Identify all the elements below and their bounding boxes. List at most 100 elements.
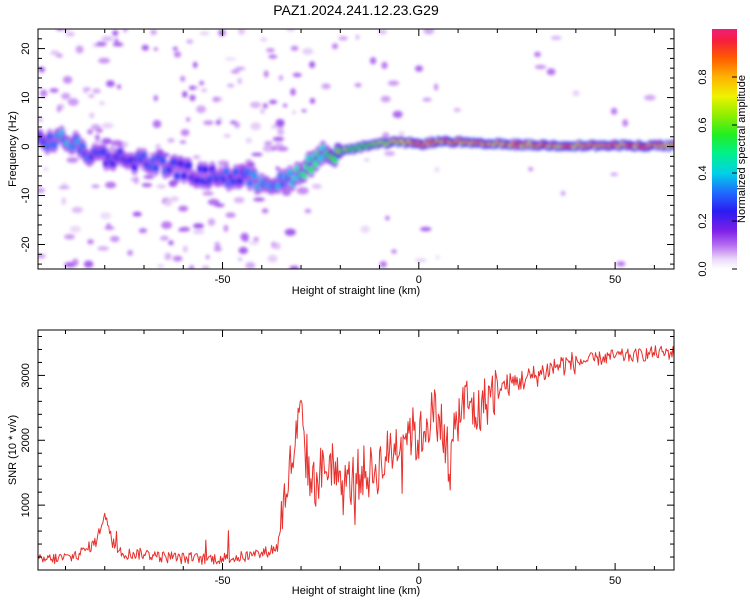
spectrogram-speckle	[182, 91, 188, 98]
spectrogram-speckle	[546, 68, 556, 76]
spectrogram-speckle	[263, 70, 269, 78]
x-tick-label: 50	[609, 575, 621, 587]
spectrogram-speckle	[132, 211, 142, 217]
spectrogram-x-axis: -50 0 50	[64, 29, 655, 286]
spectrogram-speckle	[264, 140, 273, 146]
spectrogram-speckle	[380, 95, 391, 103]
spectrogram-speckle	[89, 112, 95, 119]
spectrogram-speckle	[167, 138, 175, 143]
spectrogram-speckle	[193, 61, 198, 69]
spectrogram-speckle	[180, 75, 186, 82]
spectrogram-speckle	[189, 265, 195, 269]
spectrogram-speckle	[223, 134, 231, 138]
spectrogram-speckle	[434, 83, 439, 91]
spectrogram-speckle	[296, 187, 309, 195]
spectrogram-speckle	[260, 108, 265, 114]
spectrogram-speckle	[225, 212, 236, 218]
spectrogram-speckle	[275, 119, 285, 127]
spectrogram-speckle	[164, 198, 173, 207]
colorbar-tick-label: 0.8	[697, 69, 709, 84]
spectrogram-speckle	[67, 98, 79, 106]
spectrogram-speckle	[43, 167, 49, 172]
spectrogram-speckle	[292, 110, 297, 115]
spectrogram-speckle	[213, 246, 222, 252]
spectrogram-speckle	[234, 121, 241, 129]
spectrogram-speckle	[223, 224, 229, 233]
spectrogram-speckle	[179, 226, 191, 232]
spectrogram-speckle	[379, 261, 387, 268]
spectrogram-speckle	[453, 107, 461, 113]
x-tick-label: 50	[609, 274, 621, 286]
spectrogram-x-axis-label: Height of straight line (km)	[292, 285, 420, 297]
spectrogram-speckle	[61, 197, 66, 206]
y-tick-label: 0	[20, 143, 32, 149]
spectrogram-speckle	[193, 223, 204, 229]
spectrogram-speckle	[248, 162, 256, 167]
spectrogram-speckle	[38, 254, 46, 259]
spectrogram-speckle	[534, 65, 547, 69]
spectrogram-speckle	[153, 95, 158, 102]
spectrogram-speckle	[290, 88, 296, 96]
spectrogram-speckle	[170, 196, 180, 202]
spectrogram-speckle	[360, 225, 371, 234]
snr-x-axis-label: Height of straight line (km)	[292, 585, 420, 597]
spectrogram-panel: -50 0 50 -20 -10 0 10 20 Height of straight li…	[7, 28, 675, 297]
spectrogram-speckle	[370, 57, 377, 65]
spectrogram-speckle	[63, 29, 70, 34]
spectrogram-speckle	[159, 235, 169, 241]
spectrogram-speckle	[173, 51, 182, 58]
spectrogram-speckle	[572, 90, 580, 97]
snr-panel: -50 0 50 1000 2000 3000 Height of straight l…	[7, 329, 675, 597]
spectrogram-speckle	[199, 31, 210, 36]
y-tick-label: -20	[20, 237, 32, 253]
x-tick-label: 0	[416, 575, 422, 587]
spectrogram-speckle	[101, 138, 112, 145]
spectrogram-speckle	[101, 36, 114, 42]
spectrogram-speckle	[199, 80, 205, 86]
colorbar-axis: 0.0 0.2 0.4 0.6 0.8	[697, 69, 737, 277]
spectrogram-speckle	[528, 167, 534, 172]
spectrogram-speckle	[189, 94, 196, 102]
spectrogram-speckle	[38, 187, 45, 194]
spectrogram-speckle	[419, 227, 432, 232]
spectrogram-speckle	[321, 83, 331, 90]
y-tick-label: 1000	[20, 493, 32, 517]
spectrogram-speckle	[240, 232, 249, 241]
spectrogram-speckle	[112, 29, 119, 37]
spectrogram-speckle	[245, 262, 256, 269]
spectrogram-speckle	[238, 246, 248, 255]
spectrogram-speckle	[186, 117, 191, 122]
spectrogram-speckle	[186, 39, 194, 44]
spectrogram-speckle	[179, 140, 187, 144]
spectrogram-speckle	[205, 254, 210, 260]
spectrogram-speckle	[286, 29, 295, 32]
spectrogram-speckle	[130, 177, 139, 182]
spectrogram-speckle	[201, 265, 207, 269]
chart-title: PAZ1.2024.241.12.23.G29	[273, 2, 439, 18]
spectrogram-ridge-core	[671, 142, 674, 147]
spectrogram-y-axis-label: Frequency (Hz)	[7, 111, 19, 187]
colorbar-tick-label: 0.4	[697, 165, 709, 180]
spectrogram-speckle	[157, 264, 165, 268]
spectrogram-ridge-core	[185, 161, 192, 170]
spectrogram-speckle	[96, 41, 107, 47]
spectrogram-speckle	[338, 36, 349, 41]
spectrogram-speckle	[153, 47, 158, 51]
spectrogram-speckle	[64, 234, 75, 240]
spectrogram-frame	[37, 28, 675, 270]
spectrogram-speckle	[301, 109, 307, 113]
spectrogram-speckle	[114, 38, 119, 43]
spectrogram-speckle	[276, 146, 289, 152]
spectrogram-speckle	[238, 257, 243, 262]
snr-y-axis: 1000 2000 3000	[20, 335, 674, 571]
spectrogram-speckle	[269, 99, 278, 105]
spectrogram-speckle	[261, 208, 269, 214]
spectrogram-speckle	[88, 94, 95, 98]
spectrogram-speckle	[610, 107, 618, 115]
spectrogram-speckle	[278, 75, 284, 81]
spectrogram-speckle	[49, 88, 59, 93]
spectrogram-speckle	[560, 190, 566, 196]
spectrogram-speckle	[182, 245, 188, 253]
spectrogram-speckle	[83, 260, 94, 268]
spectrogram-speckle	[309, 98, 316, 104]
